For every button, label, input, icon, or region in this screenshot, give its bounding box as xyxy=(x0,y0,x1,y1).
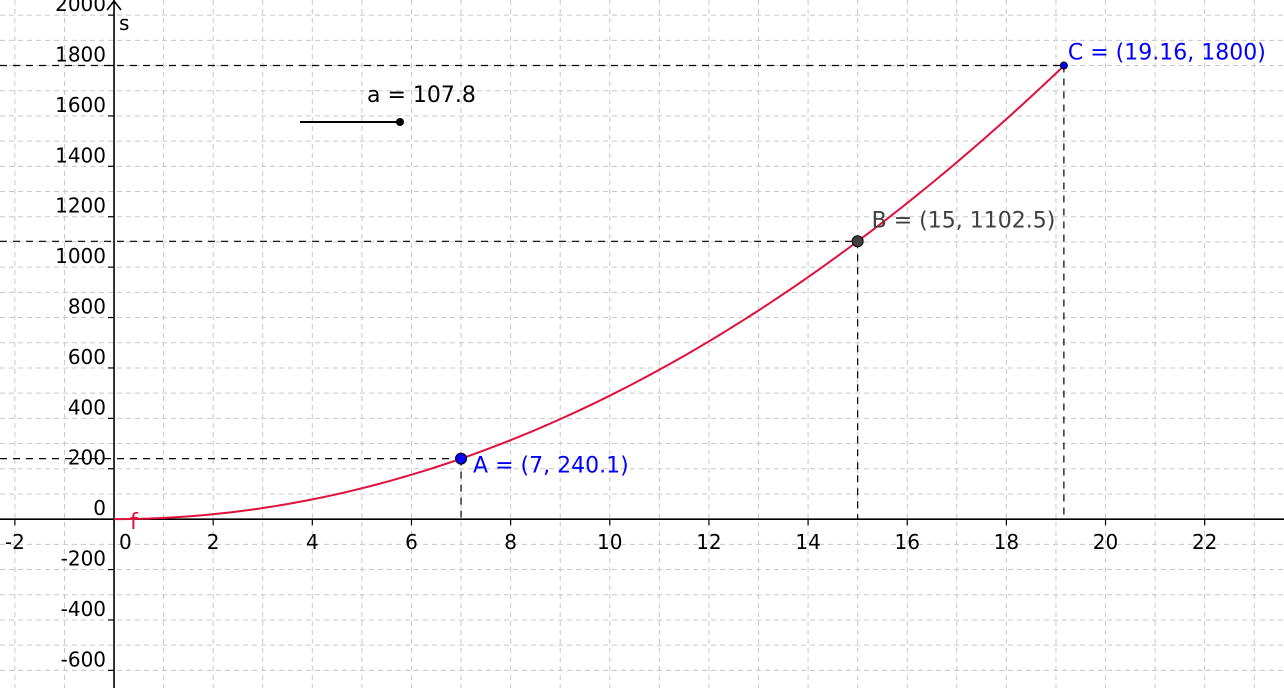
point-b[interactable] xyxy=(851,235,864,248)
x-tick-label: 0 xyxy=(119,530,132,554)
x-tick-label: 20 xyxy=(1093,530,1118,554)
x-tick-label: 14 xyxy=(795,530,820,554)
x-tick-label: 16 xyxy=(895,530,920,554)
function-label-f: f xyxy=(130,510,139,535)
function-curve-f[interactable] xyxy=(114,65,1065,521)
x-tick-label: 10 xyxy=(597,530,622,554)
point-label-b: B = (15, 1102.5) xyxy=(872,208,1056,233)
y-tick-label: 1200 xyxy=(55,194,106,218)
x-tick-label: 6 xyxy=(405,530,418,554)
y-tick-label: 400 xyxy=(68,395,106,419)
y-tick-label: 1000 xyxy=(55,244,106,268)
slider-knob[interactable] xyxy=(396,118,404,126)
function-curve-group: f xyxy=(114,65,1065,535)
y-tick-label: 600 xyxy=(68,345,106,369)
y-tick-label: 800 xyxy=(68,295,106,319)
point-label-a: A = (7, 240.1) xyxy=(473,454,629,479)
x-tick-label: 18 xyxy=(994,530,1019,554)
y-axis-label: s xyxy=(119,11,129,35)
y-tick-label: 2000 xyxy=(55,0,106,16)
point-label-c: C = (19.16, 1800) xyxy=(1068,41,1266,66)
y-axis-arrow-icon xyxy=(106,0,122,11)
y-tick-label: 1800 xyxy=(55,43,106,67)
y-tick-label: -600 xyxy=(61,647,106,671)
x-tick-label: 22 xyxy=(1192,530,1217,554)
slider-label: a = 107.8 xyxy=(367,83,476,108)
y-tick-label: 1400 xyxy=(55,143,106,167)
y-tick-label: -200 xyxy=(61,547,106,571)
point-a[interactable] xyxy=(455,452,468,465)
x-tick-label: -2 xyxy=(5,530,25,554)
x-tick-label: 8 xyxy=(504,530,517,554)
x-tick-label: 2 xyxy=(207,530,220,554)
y-tick-label: 0 xyxy=(93,496,106,520)
guide-lines xyxy=(0,64,1065,520)
x-tick-label: 12 xyxy=(696,530,721,554)
tick-labels: -2 0 2 4 6 8 10 12 14 16 18 20 22 -600 -400 -200 0 200 400… xyxy=(5,0,1218,671)
x-tick-label: 4 xyxy=(306,530,319,554)
point-c[interactable] xyxy=(1059,61,1068,70)
y-tick-label: -400 xyxy=(61,597,106,621)
y-tick-label: 200 xyxy=(68,446,106,470)
y-tick-label: 1600 xyxy=(55,93,106,117)
slider[interactable]: a = 107.8 xyxy=(300,83,476,126)
points: A = (7, 240.1) B = (15, 1102.5) C = (19.16… xyxy=(455,41,1266,479)
